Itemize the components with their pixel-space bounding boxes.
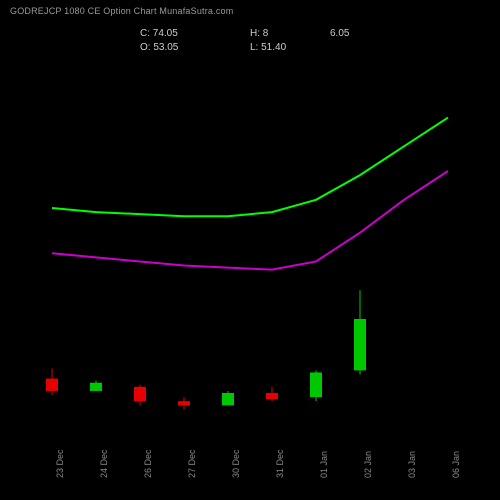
line-upper-band [52,118,448,217]
ohlc-open: O: 53.05 [140,42,178,53]
candle-body [266,393,278,399]
candle-body [46,379,58,391]
ohlc-close: C: 74.05 [140,28,178,39]
option-chart: GODREJCP 1080 CE Option Chart MunafaSutr… [0,0,500,500]
plot-area [30,60,470,430]
candle-body [354,319,366,370]
chart-title: GODREJCP 1080 CE Option Chart MunafaSutr… [10,6,233,16]
candle-body [310,372,322,397]
candle-body [178,401,190,405]
ohlc-low: L: 51.40 [250,42,286,53]
ohlc-high: H: 8 [250,28,268,39]
candle-body [90,383,102,391]
x-axis: 23 Dec24 Dec26 Dec27 Dec30 Dec31 Dec01 J… [30,430,470,490]
line-lower-band [52,171,448,270]
ohlc-extra: 6.05 [330,28,349,39]
candle-body [134,387,146,401]
candle-body [222,393,234,405]
plot-svg [30,60,470,430]
